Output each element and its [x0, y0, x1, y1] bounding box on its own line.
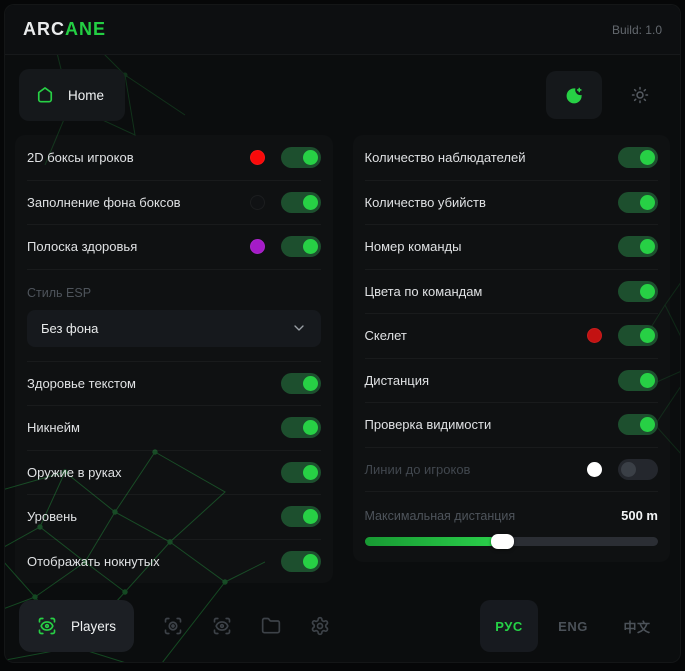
- setting-label: Никнейм: [27, 420, 80, 436]
- esp-style-label: Стиль ESP: [27, 285, 92, 300]
- setting-row-weapon-in-hands: Оружие в руках: [27, 449, 321, 495]
- esp-style-selected-value: Без фона: [41, 320, 99, 336]
- setting-row-team-number: Номер команды: [364, 224, 658, 269]
- players-tab-button[interactable]: Players: [19, 600, 135, 652]
- setting-label: Количество наблюдателей: [364, 149, 526, 165]
- build-version: Build: 1.0: [611, 22, 662, 37]
- scan-target-icon: [164, 617, 181, 635]
- setting-row-visibility-check: Проверка видимости: [364, 402, 658, 447]
- setting-label: Скелет: [364, 328, 407, 344]
- setting-row-nickname: Никнейм: [27, 405, 321, 450]
- toggle-switch[interactable]: [618, 191, 658, 213]
- scan-eye-icon: [38, 617, 56, 635]
- esp-style-dropdown[interactable]: Без фона: [27, 309, 321, 347]
- toggle-switch[interactable]: [280, 191, 321, 213]
- configs-tab-button[interactable]: [246, 602, 295, 651]
- players-tab-label: Players: [71, 618, 117, 634]
- esp-style-control: Стиль ESP Без фона: [27, 268, 321, 361]
- setting-label: Дистанция: [364, 372, 430, 388]
- setting-row-level: Уровень: [27, 494, 321, 539]
- setting-label: Цвета по командам: [364, 283, 483, 299]
- toggle-switch[interactable]: [280, 506, 321, 528]
- toggle-switch[interactable]: [618, 146, 658, 168]
- setting-row-health-text: Здоровье текстом: [27, 360, 321, 406]
- setting-label: Заполнение фона боксов: [27, 194, 181, 210]
- toggle-switch[interactable]: [280, 372, 321, 394]
- brand-suffix: ANE: [65, 19, 107, 39]
- toggle-switch[interactable]: [618, 236, 658, 258]
- chevron-down-icon: [293, 325, 304, 331]
- nav-row: Home: [5, 55, 680, 131]
- scan-eye-icon: [213, 617, 230, 635]
- setting-row-skeleton: Скелет: [364, 313, 658, 358]
- toggle-switch[interactable]: [618, 458, 658, 480]
- light-theme-button[interactable]: [612, 71, 668, 119]
- setting-row-lines-to-players: Линии до игроков: [364, 446, 658, 492]
- setting-label: 2D боксы игроков: [27, 149, 134, 165]
- toggle-switch[interactable]: [618, 369, 658, 391]
- toggle-switch[interactable]: [280, 236, 321, 258]
- dark-theme-button[interactable]: [546, 71, 602, 119]
- setting-label: Количество убийств: [364, 194, 486, 210]
- setting-row-box-fill: Заполнение фона боксов: [27, 179, 321, 225]
- arcane-window: ARCANE Build: 1.0 Home 2D боксы игроков: [4, 4, 681, 663]
- setting-row-kill-count: Количество убийств: [364, 179, 658, 225]
- setting-row-2d-boxes: 2D боксы игроков: [27, 135, 321, 180]
- setting-label: Здоровье текстом: [27, 375, 136, 391]
- language-switcher: РУС ENG 中文: [480, 600, 666, 652]
- setting-label: Отображать нокнутых: [27, 553, 160, 569]
- aim-target-tab-button[interactable]: [148, 602, 197, 651]
- toggle-switch[interactable]: [618, 280, 658, 302]
- scan-eye-tab-button[interactable]: [197, 602, 246, 651]
- sun-icon: [631, 86, 649, 104]
- language-button-rus[interactable]: РУС: [480, 600, 538, 652]
- toggle-switch[interactable]: [280, 146, 321, 168]
- folder-icon: [261, 617, 280, 634]
- toggle-switch[interactable]: [280, 550, 321, 572]
- setting-label: Оружие в руках: [27, 464, 122, 480]
- footer-tab-icons: [148, 602, 344, 651]
- setting-row-show-knocked: Отображать нокнутых: [27, 538, 321, 584]
- setting-label: Уровень: [27, 509, 78, 525]
- color-swatch[interactable]: [249, 194, 265, 210]
- color-swatch[interactable]: [587, 328, 602, 344]
- setting-row-team-colors: Цвета по командам: [364, 268, 658, 314]
- max-distance-value: 500 m: [621, 508, 658, 523]
- setting-row-distance: Дистанция: [364, 357, 658, 403]
- title-bar: ARCANE Build: 1.0: [5, 5, 680, 55]
- setting-label: Проверка видимости: [364, 417, 492, 433]
- color-swatch[interactable]: [249, 239, 265, 255]
- brand-prefix: ARC: [23, 19, 65, 39]
- max-distance-label: Максимальная дистанция: [364, 508, 516, 523]
- settings-tab-button[interactable]: [295, 602, 344, 651]
- right-settings-panel: Количество наблюдателей Количество убийс…: [353, 135, 671, 562]
- moon-icon: [566, 87, 582, 103]
- brand-logo: ARCANE: [23, 19, 106, 40]
- bottom-toolbar: Players РУС ENG 中文: [5, 596, 680, 662]
- max-distance-slider-fill: [364, 537, 503, 546]
- left-settings-panel: 2D боксы игроков Заполнение фона боксов …: [15, 135, 333, 583]
- toggle-switch[interactable]: [618, 414, 658, 436]
- setting-label: Полоска здоровья: [27, 239, 138, 255]
- theme-switcher: [546, 71, 668, 119]
- home-icon: [37, 87, 53, 103]
- language-button-zh[interactable]: 中文: [623, 619, 651, 635]
- max-distance-slider[interactable]: [364, 534, 658, 549]
- home-tab-label: Home: [68, 87, 105, 103]
- language-button-eng[interactable]: ENG: [558, 618, 588, 634]
- settings-area: 2D боксы игроков Заполнение фона боксов …: [5, 131, 680, 583]
- gear-icon: [311, 616, 328, 636]
- setting-label: Номер команды: [364, 239, 462, 255]
- max-distance-slider-knob[interactable]: [491, 534, 515, 549]
- color-swatch[interactable]: [249, 149, 265, 165]
- max-distance-control: Максимальная дистанция 500 m: [364, 491, 658, 562]
- color-swatch[interactable]: [587, 461, 602, 477]
- toggle-switch[interactable]: [280, 461, 321, 483]
- toggle-switch[interactable]: [280, 417, 321, 439]
- setting-label: Линии до игроков: [364, 461, 471, 477]
- setting-row-health-bar: Полоска здоровья: [27, 224, 321, 269]
- toggle-switch[interactable]: [618, 325, 658, 347]
- home-tab-button[interactable]: Home: [19, 69, 125, 121]
- setting-row-spectator-count: Количество наблюдателей: [364, 135, 658, 180]
